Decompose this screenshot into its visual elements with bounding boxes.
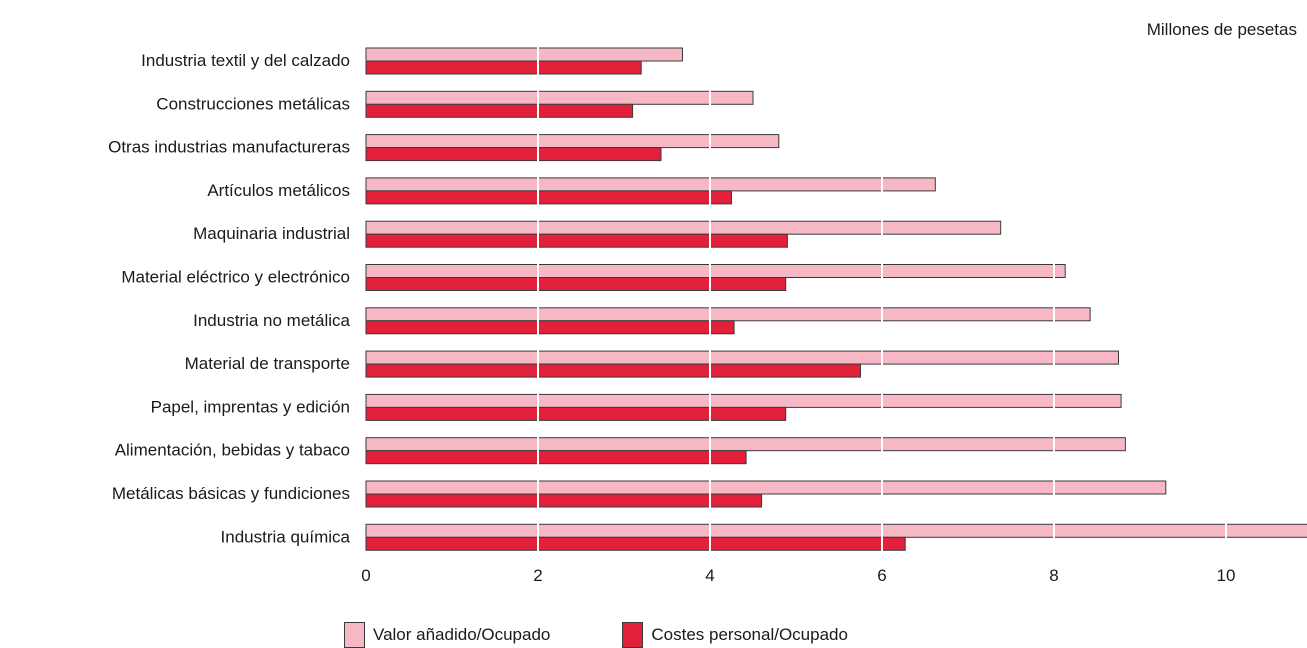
x-tick-label: 0 — [361, 566, 370, 585]
bar-valor-material-de-transporte — [365, 350, 1119, 365]
bar-valor-alimentacion-bebidas-y-tabaco — [365, 437, 1126, 452]
bar-costes-papel-imprentas-y-edicion — [365, 406, 787, 421]
bar-valor-otras-industrias-manufactureras — [365, 134, 780, 149]
bar-valor-industria-textil-y-del-calzado — [365, 47, 683, 62]
bar-costes-maquinaria-industrial — [365, 233, 788, 248]
bar-valor-articulos-metalicos — [365, 177, 936, 192]
bar-valor-papel-imprentas-y-edicion — [365, 393, 1122, 408]
x-tick-label: 8 — [1049, 566, 1058, 585]
legend-swatch-valor — [344, 622, 365, 648]
category-label: Artículos metálicos — [207, 181, 350, 200]
category-label: Material de transporte — [185, 354, 350, 373]
bar-costes-industria-no-metalica — [365, 320, 735, 335]
category-label: Industria no metálica — [193, 311, 350, 330]
category-label: Construcciones metálicas — [156, 94, 350, 113]
legend-label-valor: Valor añadido/Ocupado — [373, 625, 551, 644]
bar-valor-maquinaria-industrial — [365, 220, 1002, 235]
bar-costes-material-de-transporte — [365, 363, 861, 378]
bar-costes-otras-industrias-manufactureras — [365, 147, 662, 162]
legend-swatch-costes — [622, 622, 644, 648]
category-label: Material eléctrico y electrónico — [121, 268, 350, 287]
legend-item-costes: Costes personal/Ocupado — [622, 622, 848, 648]
bar-costes-construcciones-metalicas — [365, 103, 634, 118]
x-tick-label: 10 — [1217, 566, 1236, 585]
x-tick-label: 2 — [533, 566, 542, 585]
bar-chart: Industria textil y del calzado Construcci… — [108, 46, 1307, 585]
bar-valor-industria-no-metalica — [365, 307, 1091, 322]
bar-costes-metalicas-basicas-y-fundiciones — [365, 493, 763, 508]
bar-costes-industria-textil-y-del-calzado — [365, 60, 642, 75]
category-label: Industria textil y del calzado — [141, 51, 350, 70]
legend-label-costes: Costes personal/Ocupado — [651, 625, 848, 644]
category-label: Industria química — [221, 527, 351, 546]
category-label: Otras industrias manufactureras — [108, 138, 350, 157]
x-tick-label: 6 — [877, 566, 886, 585]
category-label: Papel, imprentas y edición — [151, 397, 350, 416]
unit-label: Millones de pesetas — [1146, 20, 1297, 39]
category-label: Maquinaria industrial — [193, 224, 350, 243]
bar-valor-construcciones-metalicas — [365, 90, 754, 105]
bar-valor-industria-quimica — [365, 523, 1307, 538]
legend-item-valor: Valor añadido/Ocupado — [344, 622, 550, 648]
category-label: Alimentación, bebidas y tabaco — [115, 441, 350, 460]
bar-valor-material-electrico-y-electronico — [365, 264, 1066, 278]
bar-valor-metalicas-basicas-y-fundiciones — [365, 480, 1167, 495]
bar-costes-material-electrico-y-electronico — [365, 277, 787, 291]
bar-costes-industria-quimica — [365, 536, 906, 551]
legend: Valor añadido/Ocupado Costes personal/Oc… — [344, 622, 920, 648]
x-tick-label: 4 — [705, 566, 714, 585]
category-label: Metálicas básicas y fundiciones — [112, 484, 350, 503]
bar-costes-articulos-metalicos — [365, 190, 732, 205]
bar-costes-alimentacion-bebidas-y-tabaco — [365, 450, 747, 465]
